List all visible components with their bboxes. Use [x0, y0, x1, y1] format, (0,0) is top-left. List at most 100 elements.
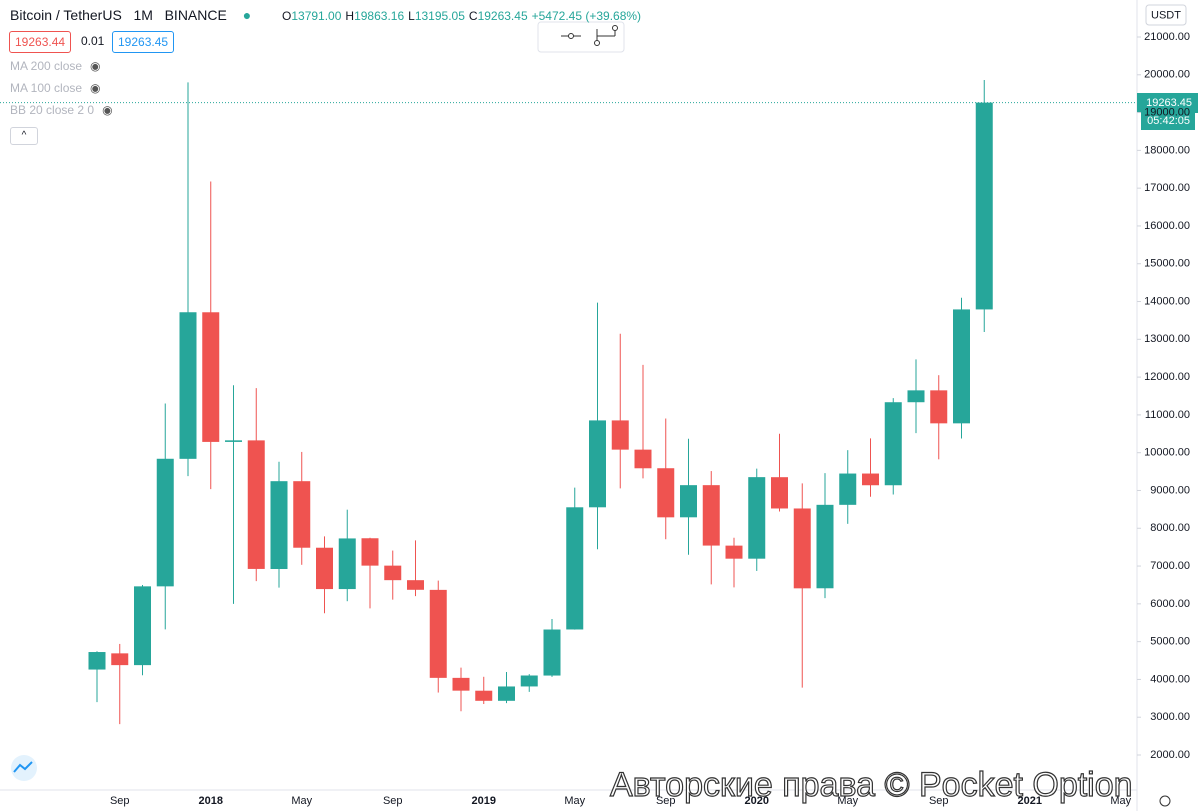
y-tick-label: 12000.00	[1144, 371, 1190, 383]
candle-body	[429, 589, 447, 678]
candle-body	[202, 312, 220, 442]
candle-body	[816, 504, 834, 589]
candle-body	[225, 440, 242, 442]
candle-body	[702, 485, 720, 546]
toolbar-dot	[594, 40, 600, 46]
y-tick-label: 3000.00	[1150, 711, 1190, 723]
y-tick-label: 14000.00	[1144, 295, 1190, 307]
ohlc-value: 13195.05	[414, 9, 465, 23]
toolbar-dot	[568, 33, 574, 39]
candle-body	[270, 481, 288, 570]
last-price-box	[1137, 93, 1198, 113]
candle-body	[975, 102, 993, 310]
indicator: BB 20 close 2 0 ◉	[10, 103, 113, 117]
currency-button[interactable]	[1145, 4, 1187, 26]
y-tick-label: 13000.00	[1144, 333, 1190, 345]
x-tick-label: May	[564, 795, 585, 807]
candle-body	[293, 481, 311, 548]
ohlc: O13791.00 H19863.16 L13195.05 C19263.45 +547…	[282, 9, 641, 23]
plot	[0, 79, 1137, 725]
x-tick-label: 2021	[1018, 795, 1042, 807]
change: +5472.45 (+39.68%)	[531, 9, 642, 23]
candle-body	[771, 477, 788, 509]
collapse-button[interactable]: ^	[10, 127, 38, 145]
candle-body	[862, 473, 879, 486]
buy-price[interactable]: 19263.45	[112, 31, 175, 53]
candle-body	[839, 473, 857, 505]
countdown-box	[1141, 112, 1195, 130]
x-tick-label: May	[1110, 795, 1131, 807]
candle-body	[179, 312, 197, 459]
ohlc-value: 13791.00	[291, 9, 342, 23]
ohlc-key: H	[345, 9, 355, 23]
countdown: 05:42:05	[1147, 115, 1190, 127]
candle-body	[611, 420, 629, 450]
y-tick-label: 10000.00	[1144, 447, 1190, 459]
indicator-name: MA 200 close	[10, 59, 83, 73]
x-tick-label: Sep	[929, 795, 949, 807]
y-tick-label: 16000.00	[1144, 220, 1190, 232]
y-tick-label: 2000.00	[1150, 749, 1190, 761]
settings-icon[interactable]	[1159, 795, 1171, 807]
y-tick-label: 4000.00	[1150, 673, 1190, 685]
indicator-name: BB 20 close 2 0	[10, 103, 95, 117]
ohlc-value: 19863.16	[354, 9, 405, 23]
x-tick-label: Sep	[383, 795, 403, 807]
x-tick-label: Sep	[110, 795, 130, 807]
candle-body	[111, 653, 129, 666]
exchange: BINANCE	[164, 7, 227, 23]
candle-body	[361, 538, 379, 566]
last-price: 19263.45	[1146, 97, 1192, 109]
candle-body	[407, 580, 424, 590]
y-tick-label: 19000.00	[1144, 106, 1190, 118]
candle-body	[543, 629, 561, 676]
y-tick-label: 11000.00	[1145, 409, 1190, 421]
symbol: Bitcoin / TetherUS	[10, 7, 122, 23]
candle-body	[748, 477, 766, 559]
eye-icon: ◉	[102, 103, 113, 117]
toolbar-dot	[612, 25, 618, 31]
ohlc-key: C	[468, 9, 478, 23]
y-tick-label: 21000.00	[1144, 31, 1190, 43]
indicator-name: MA 100 close	[10, 81, 83, 95]
candle-body	[475, 690, 493, 701]
candle-body	[634, 449, 652, 469]
x-tick-label: 2020	[745, 795, 769, 807]
candle-body	[953, 309, 970, 424]
candle-body	[338, 538, 356, 590]
y-tick-label: 17000.00	[1144, 182, 1190, 194]
candle-body	[520, 675, 538, 687]
candle-body	[566, 507, 584, 630]
y-tick-label: 5000.00	[1150, 636, 1190, 648]
candle-body	[725, 545, 743, 559]
y-tick-label: 6000.00	[1150, 598, 1190, 610]
candle-body	[384, 565, 402, 581]
status-dot: ●	[242, 7, 252, 23]
candle-body	[498, 686, 515, 701]
candle-body	[657, 468, 675, 518]
candle-body	[88, 652, 106, 670]
y-tick-label: 18000.00	[1144, 144, 1190, 156]
candle-body	[247, 440, 265, 569]
symbol-header: Bitcoin / TetherUS 1M BINANCE ●	[10, 7, 251, 23]
y-tick-label: 15000.00	[1144, 258, 1190, 270]
candle-body	[907, 390, 925, 403]
drawing-toolbar	[537, 21, 625, 53]
watermark: Авторские права © Pocket Option	[609, 765, 1133, 804]
ohlc-key: L	[408, 9, 415, 23]
sell-price[interactable]: 19263.44	[9, 31, 72, 53]
candle-body	[793, 508, 811, 589]
candle-body	[452, 677, 470, 691]
candle-body	[589, 420, 606, 508]
ohlc-value: 19263.45	[477, 9, 528, 23]
candle-body	[680, 485, 697, 518]
y-tick-label: 7000.00	[1150, 560, 1190, 572]
candle-body	[884, 402, 902, 486]
indicator: MA 200 close ◉	[10, 59, 101, 73]
x-tick-label: Sep	[656, 795, 676, 807]
spread: 0.01	[81, 34, 105, 48]
y-tick-label: 20000.00	[1144, 69, 1190, 81]
x-tick-label: May	[291, 795, 312, 807]
x-tick-label: 2018	[199, 795, 223, 807]
